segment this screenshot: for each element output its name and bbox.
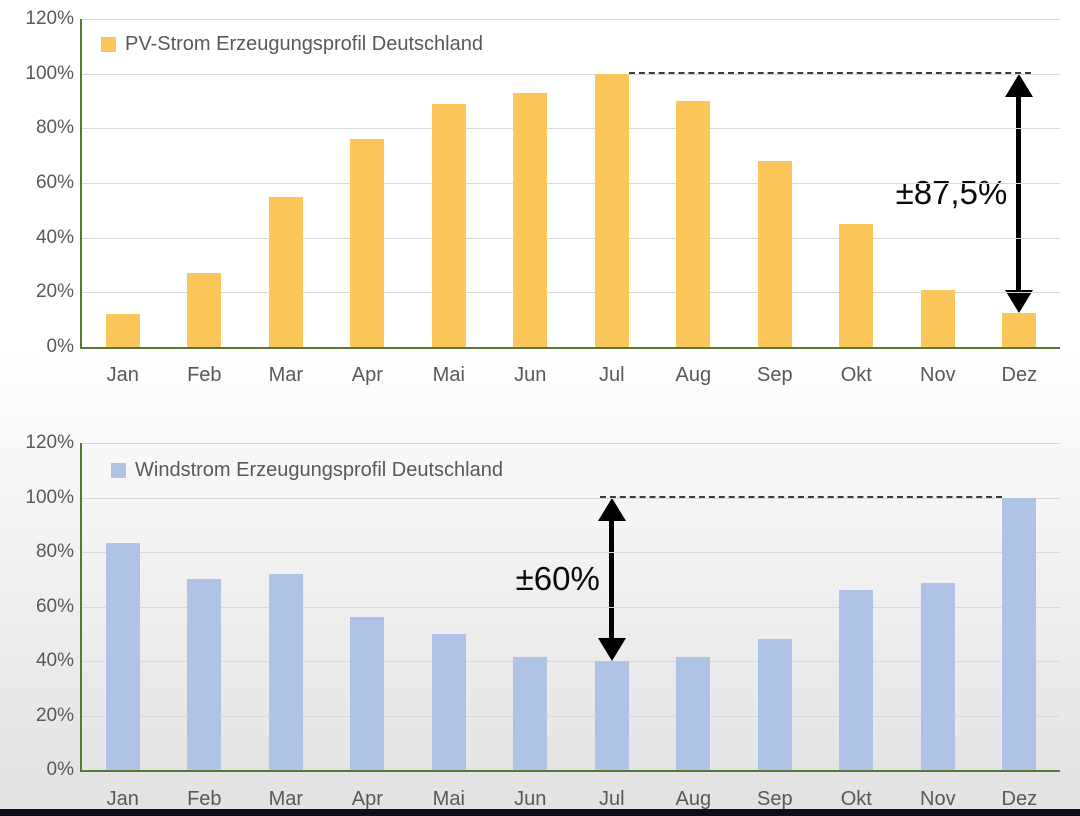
- bar: [187, 579, 222, 771]
- bar: [594, 73, 629, 347]
- x-tick-label: Dez: [1001, 364, 1038, 386]
- bar: [594, 661, 629, 770]
- gridline: [82, 552, 1060, 553]
- legend: Windstrom Erzeugungsprofil Deutschland: [111, 459, 503, 482]
- x-tick-label: Okt: [840, 788, 872, 810]
- arrow-head-down-icon: [597, 638, 626, 661]
- bar: [757, 639, 792, 770]
- reference-dashed-line: [599, 495, 1003, 498]
- x-tick-label: Aug: [675, 788, 712, 810]
- y-tick-label: 40%: [35, 226, 74, 248]
- arrow-head-up-icon: [1005, 73, 1034, 97]
- y-tick-label: 100%: [25, 486, 74, 508]
- y-tick-label: 40%: [35, 650, 74, 671]
- legend: PV-Strom Erzeugungsprofil Deutschland: [101, 33, 483, 56]
- pv-legend-swatch-icon: [101, 37, 116, 52]
- x-axis-line: [80, 347, 1060, 349]
- x-tick-label: Nov: [920, 364, 956, 386]
- arrow-head-up-icon: [597, 497, 626, 521]
- x-tick-label: Jul: [599, 364, 625, 386]
- bottom-edge-bar: [0, 809, 1080, 816]
- gridline: [82, 128, 1060, 130]
- x-tick-label: Jan: [106, 364, 139, 386]
- x-tick-label: Mai: [432, 788, 465, 810]
- y-tick-label: 120%: [25, 432, 74, 453]
- x-tick-label: Dez: [1001, 788, 1038, 810]
- reference-dashed-line: [628, 71, 1032, 74]
- gridline: [82, 443, 1060, 444]
- y-tick-label: 20%: [35, 704, 74, 726]
- x-tick-label: Sep: [757, 364, 793, 386]
- bar: [1002, 497, 1037, 770]
- gridline: [82, 73, 1060, 75]
- bar: [105, 314, 140, 347]
- bar: [513, 92, 548, 347]
- x-axis-line: [80, 770, 1060, 772]
- x-tick-label: Feb: [187, 364, 222, 386]
- x-tick-label: Nov: [920, 788, 956, 810]
- annotation-label: ±87,5%: [895, 174, 1008, 212]
- x-tick-label: Mar: [268, 364, 304, 386]
- bar: [431, 633, 466, 771]
- y-tick-label: 20%: [35, 281, 74, 303]
- gridline: [82, 661, 1060, 662]
- bar: [350, 139, 385, 347]
- y-axis-line: [80, 19, 82, 349]
- range-arrow-icon: [597, 497, 627, 661]
- bar: [920, 289, 955, 347]
- bar: [105, 542, 140, 770]
- range-arrow-icon: [1004, 73, 1034, 313]
- gridline: [82, 19, 1060, 20]
- bar: [757, 161, 792, 347]
- x-tick-label: Jul: [599, 788, 625, 810]
- y-tick-label: 80%: [35, 541, 74, 562]
- legend-label: Windstrom Erzeugungsprofil Deutschland: [135, 459, 503, 481]
- legend-label: PV-Strom Erzeugungsprofil Deutschland: [125, 33, 483, 55]
- y-tick-label: 0%: [46, 336, 74, 357]
- gridline: [82, 292, 1060, 294]
- wind-legend-swatch-icon: [111, 463, 126, 478]
- bar: [676, 101, 711, 347]
- x-tick-label: Jun: [514, 788, 547, 810]
- bar: [350, 617, 385, 770]
- bar: [839, 590, 874, 770]
- bar: [676, 656, 711, 770]
- gridline: [82, 715, 1060, 717]
- y-tick-label: 120%: [25, 8, 74, 29]
- gridline: [82, 606, 1060, 608]
- y-axis-line: [80, 443, 82, 772]
- bar: [839, 224, 874, 347]
- x-tick-label: Jan: [106, 788, 139, 810]
- x-tick-label: Apr: [351, 788, 383, 810]
- arrow-shaft: [608, 513, 614, 645]
- y-tick-label: 60%: [35, 595, 74, 617]
- x-tick-label: Mar: [268, 788, 304, 810]
- x-tick-label: Jun: [514, 364, 547, 386]
- gridline: [82, 497, 1060, 499]
- bar: [431, 103, 466, 347]
- y-tick-label: 80%: [35, 117, 74, 139]
- bar: [268, 573, 303, 770]
- gridline: [82, 237, 1060, 239]
- bar: [920, 583, 955, 770]
- bar: [1002, 312, 1037, 347]
- arrow-head-down-icon: [1005, 289, 1034, 313]
- annotation-label: ±60%: [515, 560, 600, 598]
- x-tick-label: Sep: [757, 788, 793, 810]
- bar: [268, 196, 303, 347]
- gridline: [82, 183, 1060, 184]
- x-tick-label: Apr: [351, 364, 383, 386]
- y-tick-label: 60%: [35, 172, 74, 193]
- y-tick-label: 100%: [25, 62, 74, 84]
- arrow-shaft: [1016, 89, 1022, 297]
- y-tick-label: 0%: [46, 759, 74, 780]
- bar: [513, 656, 548, 770]
- x-tick-label: Feb: [187, 788, 222, 810]
- x-tick-label: Okt: [840, 364, 872, 386]
- x-tick-label: Aug: [675, 364, 712, 386]
- bar: [187, 273, 222, 347]
- x-tick-label: Mai: [432, 364, 465, 386]
